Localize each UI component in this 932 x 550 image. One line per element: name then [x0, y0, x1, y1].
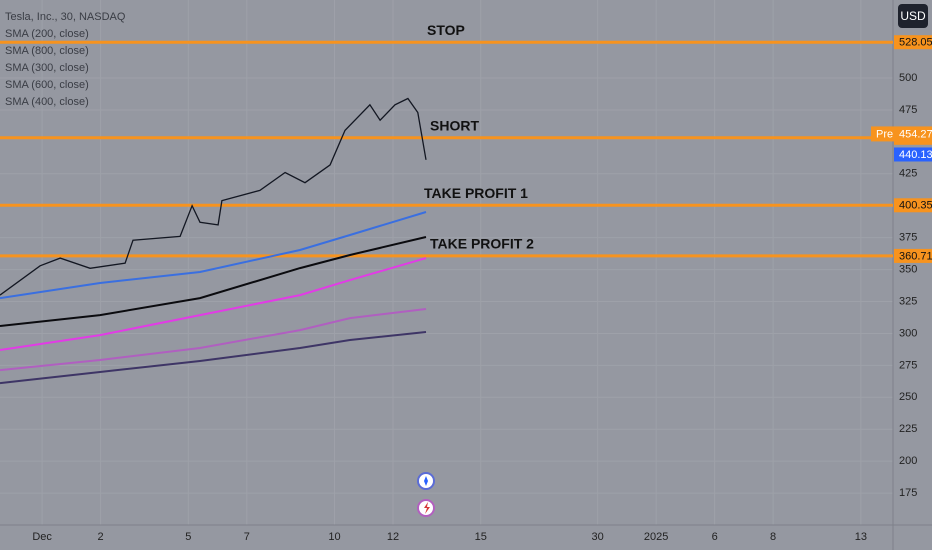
sma-line [0, 236, 427, 327]
level-price-tag [894, 35, 932, 50]
event-icon-glyph [424, 502, 430, 514]
y-tick-label: 225 [899, 423, 917, 435]
sma-line [0, 308, 427, 372]
x-tick-label: 2025 [644, 531, 668, 543]
legend-entry: SMA (600, close) [5, 79, 89, 91]
legend-entry: SMA (800, close) [5, 45, 89, 57]
chart-title: Tesla, Inc., 30, NASDAQ [5, 11, 126, 23]
y-tick-label: 475 [899, 104, 917, 116]
y-tick-label: 250 [899, 391, 917, 403]
level-price-tag-text: 360.71 [899, 250, 932, 262]
y-tick-label: 275 [899, 359, 917, 371]
y-tick-label: 175 [899, 487, 917, 499]
premarket-price-tag [894, 126, 932, 142]
event-icon-glyph [424, 476, 428, 486]
x-tick-label: 7 [244, 531, 250, 543]
x-tick-label: 12 [387, 531, 399, 543]
last-price-tag [894, 147, 932, 162]
x-tick-label: 2 [98, 531, 104, 543]
level-annotation: TAKE PROFIT 2 [430, 236, 534, 252]
price-line [0, 97, 427, 296]
x-tick-label: 30 [592, 531, 604, 543]
premarket-label: Pre [876, 128, 893, 140]
x-tick-label: 8 [770, 531, 776, 543]
y-tick-label: 375 [899, 232, 917, 244]
y-tick-label: 500 [899, 72, 917, 84]
premarket-tag [871, 126, 894, 142]
level-annotation: TAKE PROFIT 1 [424, 185, 528, 201]
y-tick-label: 325 [899, 295, 917, 307]
grid [0, 0, 893, 525]
y-tick-label: 200 [899, 455, 917, 467]
y-tick-label: 350 [899, 263, 917, 275]
x-tick-label: 10 [328, 531, 340, 543]
level-price-tag-text: 528.05 [899, 37, 932, 49]
currency-button[interactable] [898, 4, 928, 28]
y-tick-label: 300 [899, 327, 917, 339]
legend-entry: SMA (300, close) [5, 62, 89, 74]
sma-line [0, 257, 427, 351]
y-tick-label: 425 [899, 168, 917, 180]
legend-entry: SMA (200, close) [5, 28, 89, 40]
sma-line [0, 331, 427, 385]
currency-label[interactable]: USD [900, 9, 926, 23]
level-price-tag [894, 198, 932, 213]
x-tick-label: 15 [475, 531, 487, 543]
x-tick-label: Dec [32, 531, 52, 543]
last-price-tag-text: 440.13 [899, 149, 932, 161]
level-price-tag [894, 248, 932, 263]
sma-line [0, 211, 427, 300]
x-tick-label: 6 [712, 531, 718, 543]
x-tick-label: 13 [855, 531, 867, 543]
x-tick-label: 5 [185, 531, 191, 543]
level-annotation: STOP [427, 22, 465, 38]
premarket-price: 454.27 [899, 128, 932, 140]
level-annotation: SHORT [430, 118, 479, 134]
level-price-tag-text: 400.35 [899, 200, 932, 212]
legend-entry: SMA (400, close) [5, 96, 89, 108]
